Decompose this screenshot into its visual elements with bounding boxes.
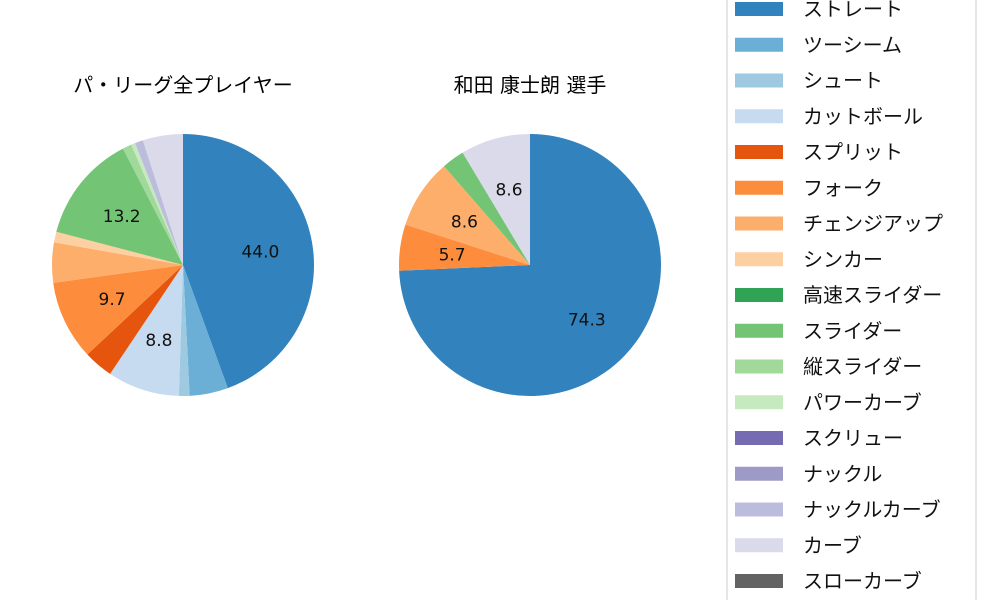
legend-label: スプリット: [803, 140, 903, 164]
pie-slice-4: [87, 265, 183, 374]
legend-swatch: [735, 288, 783, 302]
slice-label: 44.0: [241, 242, 279, 262]
pie-slice-1: [399, 224, 530, 271]
legend-swatch: [735, 109, 783, 124]
legend-label: 高速スライダー: [803, 283, 942, 307]
legend-label: スクリュー: [803, 426, 903, 450]
slice-label: 8.6: [451, 213, 478, 233]
pie-slice-12: [142, 134, 183, 265]
legend-swatch: [735, 145, 783, 159]
slice-label: 9.7: [99, 290, 126, 310]
left-pie-title: パ・リーグ全プレイヤー: [73, 73, 292, 97]
legend-label: スローカーブ: [803, 569, 922, 593]
pie-slice-1: [183, 265, 228, 396]
legend-label: 縦スライダー: [803, 355, 922, 379]
legend-swatch: [735, 431, 783, 445]
slice-label: 8.6: [495, 180, 522, 200]
legend-swatch: [735, 538, 783, 553]
legend-label: シンカー: [803, 247, 883, 271]
legend-swatch: [735, 180, 783, 195]
legend-label: ナックル: [803, 462, 882, 486]
legend-swatch: [735, 73, 783, 88]
legend-swatch: [735, 37, 783, 52]
pie-slice-11: [135, 140, 183, 265]
legend-label: チェンジアップ: [803, 212, 943, 236]
legend-swatch: [735, 574, 783, 588]
slice-label: 5.7: [439, 245, 466, 265]
pie-slice-0: [399, 134, 662, 396]
legend-swatch: [735, 502, 783, 517]
pie-slice-6: [52, 242, 183, 283]
legend-swatch: [735, 216, 783, 231]
legend-label: フォーク: [803, 176, 883, 200]
pie-slice-4: [462, 134, 530, 265]
pie-slice-7: [53, 231, 183, 265]
pie-slice-5: [53, 265, 183, 355]
legend-swatch: [735, 252, 783, 267]
legend-label: ストレート: [803, 0, 903, 21]
pie-slice-3: [443, 152, 530, 265]
legend-label: カーブ: [803, 533, 862, 557]
left-pie: 44.0 8.8 9.7 13.2: [52, 134, 314, 396]
pie-slice-10: [131, 143, 183, 265]
pie-slice-0: [183, 134, 314, 389]
legend: ストレートツーシームシュートカットボールスプリットフォークチェンジアップシンカー…: [735, 0, 943, 593]
legend-swatch: [735, 359, 783, 374]
pie-slice-3: [110, 265, 183, 396]
legend-label: カットボール: [803, 104, 923, 128]
pie-slice-8: [56, 148, 184, 265]
legend-box: [726, 0, 977, 600]
pie-slice-9: [122, 144, 183, 265]
legend-label: スライダー: [803, 319, 902, 343]
slice-label: 74.3: [568, 310, 606, 330]
legend-label: ナックルカーブ: [803, 498, 941, 522]
right-pie: 74.3 5.7 8.6 8.6: [399, 134, 662, 396]
legend-swatch: [735, 323, 783, 338]
pie-slice-2: [405, 166, 530, 265]
legend-swatch: [735, 395, 783, 410]
legend-swatch: [735, 2, 783, 16]
right-pie-title: 和田 康士朗 選手: [454, 73, 607, 97]
legend-swatch: [735, 466, 783, 481]
legend-label: ツーシーム: [803, 33, 902, 57]
slice-label: 13.2: [103, 207, 141, 227]
slice-label: 8.8: [145, 331, 172, 351]
legend-label: シュート: [803, 69, 883, 93]
pie-slice-2: [178, 265, 190, 396]
legend-label: パワーカーブ: [803, 390, 922, 414]
